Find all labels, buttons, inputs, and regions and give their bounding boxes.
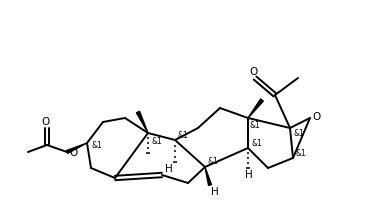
Polygon shape: [66, 143, 87, 153]
Text: O: O: [250, 67, 258, 77]
Text: &1: &1: [250, 122, 261, 130]
Text: H: H: [211, 187, 219, 197]
Polygon shape: [248, 99, 263, 118]
Text: H: H: [245, 170, 253, 180]
Text: &1: &1: [296, 149, 307, 157]
Polygon shape: [205, 167, 211, 185]
Text: &1: &1: [178, 130, 189, 140]
Text: &1: &1: [293, 128, 304, 138]
Text: O: O: [312, 112, 320, 122]
Text: &1: &1: [251, 138, 262, 147]
Text: H: H: [165, 164, 173, 174]
Text: O: O: [69, 148, 77, 158]
Text: &1: &1: [151, 136, 162, 145]
Text: &1: &1: [92, 140, 103, 149]
Text: O: O: [42, 117, 50, 127]
Text: &1: &1: [208, 157, 219, 167]
Polygon shape: [137, 111, 148, 133]
